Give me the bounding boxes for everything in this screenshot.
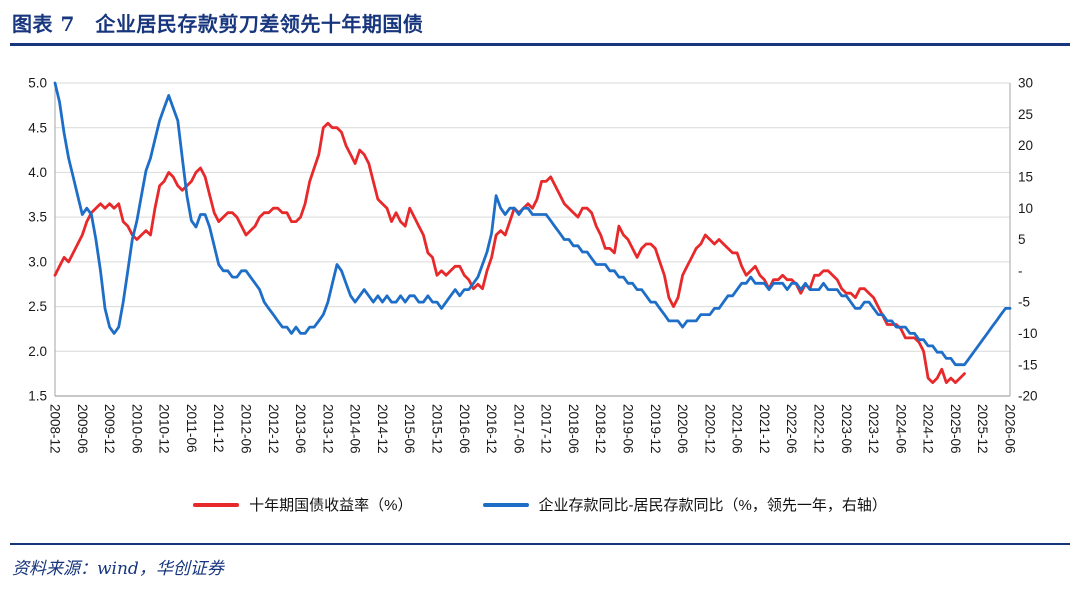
svg-text:2022-12: 2022-12 (812, 404, 827, 454)
svg-text:2025-12: 2025-12 (975, 404, 990, 454)
svg-text:2008-12: 2008-12 (48, 404, 63, 454)
footer-divider (10, 543, 1070, 545)
svg-text:2019-06: 2019-06 (621, 404, 636, 454)
svg-text:2020-06: 2020-06 (675, 404, 690, 454)
legend-item-treasury-yield: 十年期国债收益率（%） (193, 494, 413, 515)
blue-line-swatch (482, 502, 529, 507)
svg-text:2024-12: 2024-12 (921, 404, 936, 454)
svg-text:2017-06: 2017-06 (511, 404, 526, 454)
legend-label-treasury-yield: 十年期国债收益率（%） (249, 497, 413, 514)
svg-text:3.0: 3.0 (28, 255, 47, 270)
svg-text:2018-06: 2018-06 (566, 404, 581, 454)
svg-text:2010-12: 2010-12 (157, 404, 172, 454)
svg-text:4.5: 4.5 (28, 120, 47, 135)
svg-text:30: 30 (1018, 76, 1033, 91)
svg-text:2017-12: 2017-12 (539, 404, 554, 454)
red-line-swatch (193, 502, 240, 507)
dual-axis-line-chart: 5.0 4.5 4.0 3.5 3.0 2.5 2.0 1.5 30 25 20 15 10 5 - -5 -… (28, 76, 1038, 454)
treasury-yield-line (53, 121, 966, 385)
svg-text:2.5: 2.5 (28, 299, 47, 314)
svg-text:5: 5 (1018, 232, 1026, 247)
svg-text:-10: -10 (1018, 326, 1038, 341)
legend-item-deposit-gap: 企业存款同比-居民存款同比（%，领先一年，右轴） (482, 494, 887, 515)
svg-text:2012-06: 2012-06 (239, 404, 254, 454)
svg-text:2021-06: 2021-06 (730, 404, 745, 454)
source-note: 资料来源：wind，华创证券 (12, 559, 224, 579)
svg-text:2023-12: 2023-12 (866, 404, 881, 454)
svg-text:2019-12: 2019-12 (648, 404, 663, 454)
chart-legend: 十年期国债收益率（%） 企业存款同比-居民存款同比（%，领先一年，右轴） (10, 494, 1070, 515)
svg-text:2021-12: 2021-12 (757, 404, 772, 454)
svg-text:2024-06: 2024-06 (893, 404, 908, 454)
svg-text:-: - (1018, 263, 1023, 278)
svg-text:2011-06: 2011-06 (184, 404, 199, 453)
svg-text:-15: -15 (1018, 357, 1038, 372)
svg-text:4.0: 4.0 (28, 165, 47, 180)
svg-text:5.0: 5.0 (28, 76, 47, 91)
x-axis-labels: 2008-12 2009-06 2009-12 2010-06 2010-12 2011-… (48, 404, 1018, 454)
svg-text:2009-06: 2009-06 (75, 404, 90, 454)
svg-text:2026-06: 2026-06 (1003, 404, 1018, 454)
gridlines (55, 82, 1010, 397)
svg-text:2011-12: 2011-12 (211, 404, 226, 453)
figure-header: 图表 7 企业居民存款剪刀差领先十年期国债 (10, 0, 1070, 46)
svg-text:2025-06: 2025-06 (948, 404, 963, 454)
y-axis-left-labels: 5.0 4.5 4.0 3.5 3.0 2.5 2.0 1.5 (28, 76, 47, 404)
svg-text:2013-12: 2013-12 (320, 404, 335, 454)
svg-text:-20: -20 (1018, 389, 1038, 404)
svg-text:2009-12: 2009-12 (102, 404, 117, 454)
deposit-gap-line (53, 81, 1012, 367)
figure-title: 图表 7 企业居民存款剪刀差领先十年期国债 (12, 12, 424, 36)
svg-text:20: 20 (1018, 138, 1033, 153)
svg-text:2.0: 2.0 (28, 344, 47, 359)
svg-text:10: 10 (1018, 201, 1033, 216)
svg-text:25: 25 (1018, 107, 1033, 122)
svg-text:2013-06: 2013-06 (293, 404, 308, 454)
y-axis-right-labels: 30 25 20 15 10 5 - -5 -10 -15 -20 (1018, 76, 1038, 404)
svg-text:2012-12: 2012-12 (266, 404, 281, 454)
chart-area: 5.0 4.5 4.0 3.5 3.0 2.5 2.0 1.5 30 25 20 15 10 5 - -5 -… (10, 48, 1070, 460)
svg-text:2020-12: 2020-12 (702, 404, 717, 454)
svg-text:3.5: 3.5 (28, 210, 47, 225)
svg-text:2015-12: 2015-12 (430, 404, 445, 454)
svg-text:2016-12: 2016-12 (484, 404, 499, 454)
axis-frame (54, 83, 1011, 397)
svg-text:2018-12: 2018-12 (593, 404, 608, 454)
svg-text:15: 15 (1018, 170, 1033, 185)
svg-text:2015-06: 2015-06 (402, 404, 417, 454)
svg-text:2014-12: 2014-12 (375, 404, 390, 454)
svg-text:2023-06: 2023-06 (839, 404, 854, 454)
svg-text:-5: -5 (1018, 295, 1030, 310)
figure-footer: 资料来源：wind，华创证券 (10, 543, 1070, 579)
report-figure-page: 图表 7 企业居民存款剪刀差领先十年期国债 5.0 4.5 4.0 3.5 3.0 2.5… (10, 0, 1070, 579)
svg-text:1.5: 1.5 (28, 389, 47, 404)
svg-text:2010-06: 2010-06 (129, 404, 144, 454)
svg-text:2014-06: 2014-06 (348, 404, 363, 454)
svg-text:2022-06: 2022-06 (784, 404, 799, 454)
svg-text:2016-06: 2016-06 (457, 404, 472, 454)
legend-label-deposit-gap: 企业存款同比-居民存款同比（%，领先一年，右轴） (538, 497, 887, 514)
title-divider (10, 43, 1070, 46)
